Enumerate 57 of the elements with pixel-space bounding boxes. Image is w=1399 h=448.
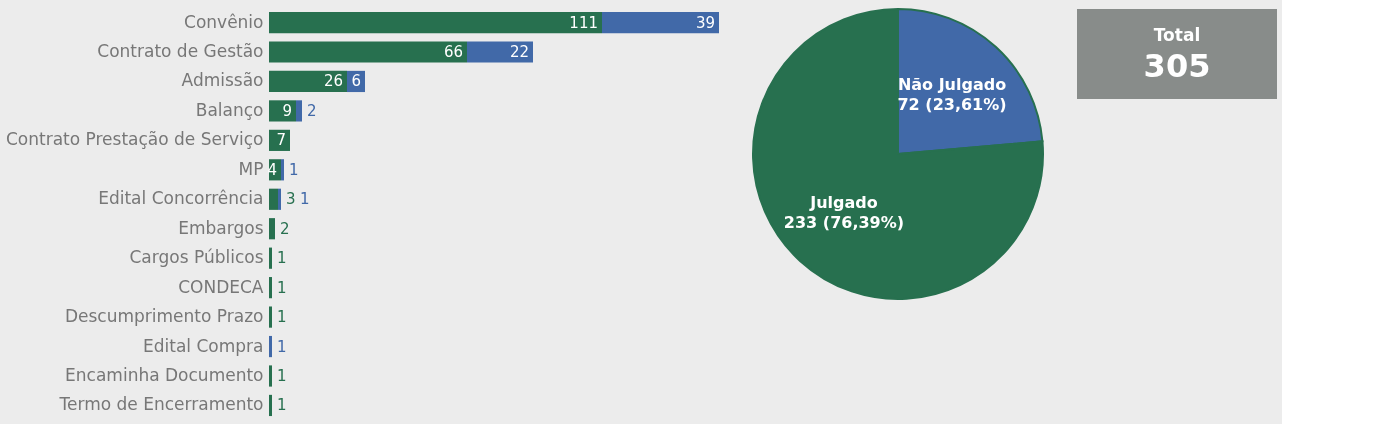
bar [269,394,272,417]
y-tick-label: Edital Compra [143,335,264,356]
bar [269,41,467,63]
bar [269,70,347,93]
y-tick-label: MP [238,158,264,179]
y-tick-label: Termo de Encerramento [58,394,264,415]
data-label: 1 [277,308,287,327]
data-label: 39 [695,13,715,32]
data-label: 1 [277,249,287,268]
data-label: 1 [300,190,310,209]
bar [281,159,284,181]
bar [269,188,278,210]
y-tick-label: Edital Concorrência [98,188,264,209]
bar [269,247,272,269]
data-label: 66 [443,43,463,61]
data-label: 1 [289,160,299,179]
data-label: 1 [277,367,287,385]
y-tick-label: Encaminha Documento [65,365,264,385]
data-label: 2 [280,219,290,238]
y-tick-label: Convênio [184,11,264,32]
y-tick-label: Descumprimento Prazo [64,306,264,327]
bar [269,218,275,240]
data-label: 233 (76,39%) [783,212,905,232]
data-label: 1 [277,396,287,415]
y-tick-label: Cargos Públicos [129,247,264,268]
bar [269,277,272,299]
bar [269,306,272,328]
data-label: 305 [1143,47,1211,85]
bar [602,11,719,34]
data-label: 9 [282,101,292,120]
text: Total [1153,25,1201,45]
bar [269,100,296,122]
data-label: 1 [277,278,287,297]
pie-slice [752,8,1044,300]
data-label: 72 (23,61%) [897,95,1007,115]
bar [296,100,302,122]
data-label: 111 [569,13,598,32]
data-label: 1 [277,337,287,356]
bar [278,188,281,210]
y-tick-label: CONDECA [178,276,264,297]
data-label: 2 [307,101,317,120]
y-tick-label: Contrato de Gestão [97,41,264,61]
y-tick-label: Embargos [178,217,264,238]
bar [269,365,272,387]
y-tick-label: Admissão [181,70,264,91]
y-tick-label: Balanço [195,99,264,120]
data-label: 3 [286,190,296,209]
slice-label: Não Julgado [897,75,1007,95]
data-label: 7 [276,131,286,150]
bar [467,41,533,63]
y-tick-label: Contrato Prestação de Serviço [5,129,264,150]
data-label: 22 [509,43,529,61]
bar [269,11,602,34]
data-label: 6 [351,72,361,91]
data-label: 26 [323,72,343,91]
slice-label: Julgado [809,192,878,212]
bar [269,335,272,358]
